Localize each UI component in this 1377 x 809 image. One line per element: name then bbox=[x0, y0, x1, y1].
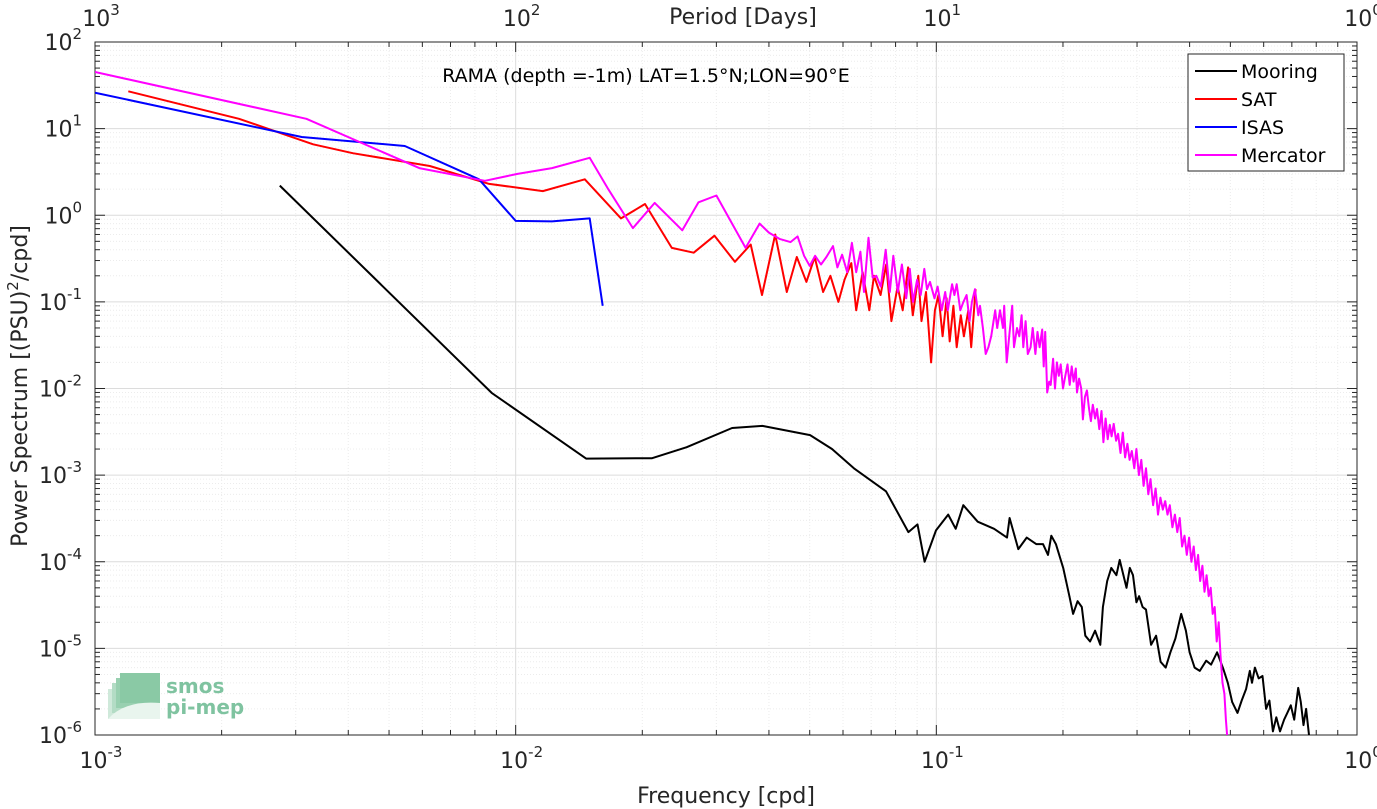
legend-label-mooring: Mooring bbox=[1241, 61, 1318, 83]
y-tick-label-base: 10 bbox=[44, 204, 72, 229]
x-tick-label-exp: -1 bbox=[949, 743, 964, 761]
y-tick-label: 102 bbox=[44, 25, 82, 56]
y-tick-label-base: 10 bbox=[39, 724, 67, 749]
x-tick-label: 10-2 bbox=[500, 743, 543, 774]
y-tick-label-base: 10 bbox=[39, 464, 67, 489]
y-tick-label: 100 bbox=[44, 198, 82, 229]
y-tick-label: 101 bbox=[44, 112, 82, 143]
top-tick-label: 102 bbox=[503, 1, 541, 32]
y-tick-label: 10-5 bbox=[39, 631, 82, 662]
top-tick-label-base: 10 bbox=[1344, 7, 1372, 32]
logo-mark-icon bbox=[108, 673, 160, 719]
x-tick-label: 100 bbox=[1344, 743, 1377, 774]
top-tick-label: 101 bbox=[924, 1, 962, 32]
y-tick-label-base: 10 bbox=[39, 291, 67, 316]
legend-label-sat: SAT bbox=[1241, 89, 1277, 111]
y-tick-label-exp: -4 bbox=[67, 545, 82, 563]
y-tick-label-base: 10 bbox=[39, 637, 67, 662]
x-tick-label-base: 10 bbox=[921, 749, 949, 774]
minor-grid bbox=[95, 42, 1357, 735]
series-line-isas bbox=[95, 91, 604, 306]
y-tick-label-base: 10 bbox=[39, 378, 67, 403]
top-tick-label-exp: 1 bbox=[952, 1, 962, 19]
y-tick-label-exp: 1 bbox=[72, 112, 82, 130]
y-tick-label: 10-4 bbox=[39, 545, 82, 576]
series-line-mooring bbox=[279, 184, 1310, 735]
x-tick-label-exp: 0 bbox=[1372, 743, 1377, 761]
top-tick-label: 103 bbox=[82, 1, 120, 32]
y-tick-label: 10-2 bbox=[39, 372, 82, 403]
y-tick-label-exp: -6 bbox=[67, 718, 82, 736]
top-axis-label: Period [Days] bbox=[669, 5, 817, 30]
top-tick-label-base: 10 bbox=[82, 7, 110, 32]
y-tick-label-exp: -5 bbox=[67, 631, 82, 649]
x-axis-label: Frequency [cpd] bbox=[637, 784, 815, 809]
tick-marks bbox=[94, 41, 1358, 736]
y-tick-label-exp: -3 bbox=[67, 458, 82, 476]
top-tick-label-base: 10 bbox=[503, 7, 531, 32]
x-tick-label: 10-1 bbox=[921, 743, 964, 774]
major-grid bbox=[94, 41, 1358, 736]
x-tick-label-exp: -3 bbox=[108, 743, 123, 761]
smos-pi-mep-logo: smos pi-mep bbox=[108, 673, 244, 719]
top-tick-label: 100 bbox=[1344, 1, 1377, 32]
top-tick-label-exp: 3 bbox=[110, 1, 120, 19]
y-tick-label-exp: 2 bbox=[72, 25, 82, 43]
series-line-sat bbox=[128, 90, 977, 364]
y-tick-label: 10-1 bbox=[39, 285, 82, 316]
top-tick-labels: 103102101100 bbox=[82, 1, 1377, 32]
series-layer bbox=[95, 71, 1310, 735]
x-tick-label: 10-3 bbox=[80, 743, 123, 774]
legend-label-isas: ISAS bbox=[1241, 117, 1284, 139]
y-axis-label: Power Spectrum [(PSU)2/cpd] bbox=[4, 225, 33, 547]
x-tick-label-base: 10 bbox=[80, 749, 108, 774]
x-tick-label-base: 10 bbox=[500, 749, 528, 774]
y-tick-label-base: 10 bbox=[44, 118, 72, 143]
series-line-mercator bbox=[95, 71, 1229, 735]
y-tick-label-base: 10 bbox=[44, 31, 72, 56]
x-tick-label-base: 10 bbox=[1344, 749, 1372, 774]
legend: Mooring SAT ISAS Mercator bbox=[1187, 53, 1345, 172]
x-tick-label-exp: -2 bbox=[528, 743, 543, 761]
legend-box bbox=[1187, 53, 1345, 172]
logo-text-line2: pi-mep bbox=[166, 695, 244, 719]
legend-label-mercator: Mercator bbox=[1241, 145, 1326, 167]
y-tick-label-exp: -2 bbox=[67, 372, 82, 390]
top-tick-label-exp: 2 bbox=[531, 1, 541, 19]
legend-items: Mooring SAT ISAS Mercator bbox=[1195, 61, 1326, 167]
y-tick-label-exp: 0 bbox=[72, 198, 82, 216]
top-tick-label-base: 10 bbox=[924, 7, 952, 32]
y-axis-label-part1: Power Spectrum [(PSU) bbox=[8, 291, 33, 547]
y-tick-label-base: 10 bbox=[39, 551, 67, 576]
y-tick-label: 10-3 bbox=[39, 458, 82, 489]
chart-title: RAMA (depth =-1m) LAT=1.5°N;LON=90°E bbox=[442, 65, 850, 87]
y-axis-label-part2: /cpd] bbox=[8, 225, 33, 281]
y-tick-label: 10-6 bbox=[39, 718, 82, 749]
y-axis-label-sup: 2 bbox=[4, 281, 22, 291]
logo-text-line1: smos bbox=[166, 674, 224, 698]
y-tick-label-exp: -1 bbox=[67, 285, 82, 303]
top-tick-label-exp: 0 bbox=[1372, 1, 1377, 19]
